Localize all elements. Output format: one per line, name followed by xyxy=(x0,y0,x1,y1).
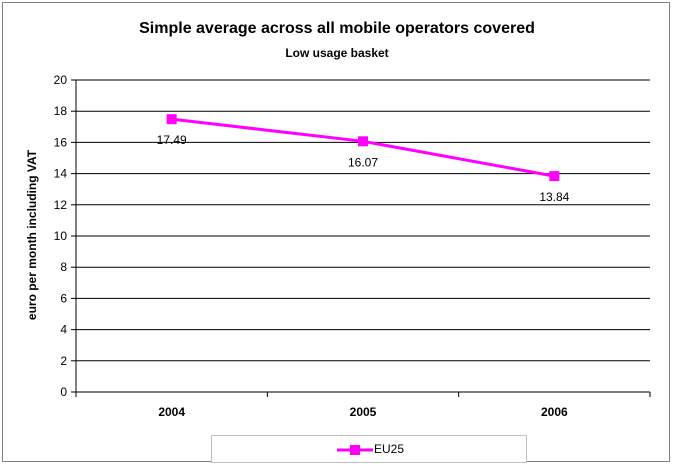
y-tick-labels: 0 2 4 6 8 10 12 14 16 18 20 xyxy=(54,73,68,399)
y-tick-label-20: 20 xyxy=(54,73,68,87)
data-point-2006 xyxy=(549,171,560,182)
axes xyxy=(71,79,651,397)
y-tick-label-6: 6 xyxy=(60,291,67,305)
data-labels: 17.49 16.07 13.84 xyxy=(157,133,570,204)
x-tick-label-2004: 2004 xyxy=(158,405,185,419)
chart-title: Simple average across all mobile operato… xyxy=(139,20,535,37)
y-axis-label: euro per month including VAT xyxy=(25,149,39,320)
y-tick-label-10: 10 xyxy=(54,229,68,243)
y-tick-label-2: 2 xyxy=(60,354,67,368)
y-tick-label-12: 12 xyxy=(54,198,68,212)
chart-frame xyxy=(2,2,670,462)
data-label-2004: 17.49 xyxy=(157,133,187,147)
y-tick-label-4: 4 xyxy=(60,323,67,337)
x-tick-label-2005: 2005 xyxy=(350,405,377,419)
x-tick-label-2006: 2006 xyxy=(541,405,568,419)
y-tick-label-14: 14 xyxy=(54,167,68,181)
data-label-2006: 13.84 xyxy=(539,190,569,204)
x-tick-labels: 2004 2005 2006 xyxy=(158,405,568,419)
data-label-2005: 16.07 xyxy=(348,155,378,169)
y-tick-label-16: 16 xyxy=(54,135,68,149)
y-tick-label-0: 0 xyxy=(60,385,67,399)
legend-label-eu25: EU25 xyxy=(374,442,405,456)
chart-subtitle: Low usage basket xyxy=(285,46,389,60)
legend: EU25 xyxy=(211,435,527,463)
series-eu25 xyxy=(166,114,560,182)
data-point-2004 xyxy=(166,114,177,125)
data-point-2005 xyxy=(358,136,368,147)
y-tick-label-8: 8 xyxy=(60,260,67,274)
gridlines xyxy=(76,79,650,362)
y-tick-label-18: 18 xyxy=(54,104,68,118)
legend-swatch-eu25 xyxy=(337,445,373,455)
